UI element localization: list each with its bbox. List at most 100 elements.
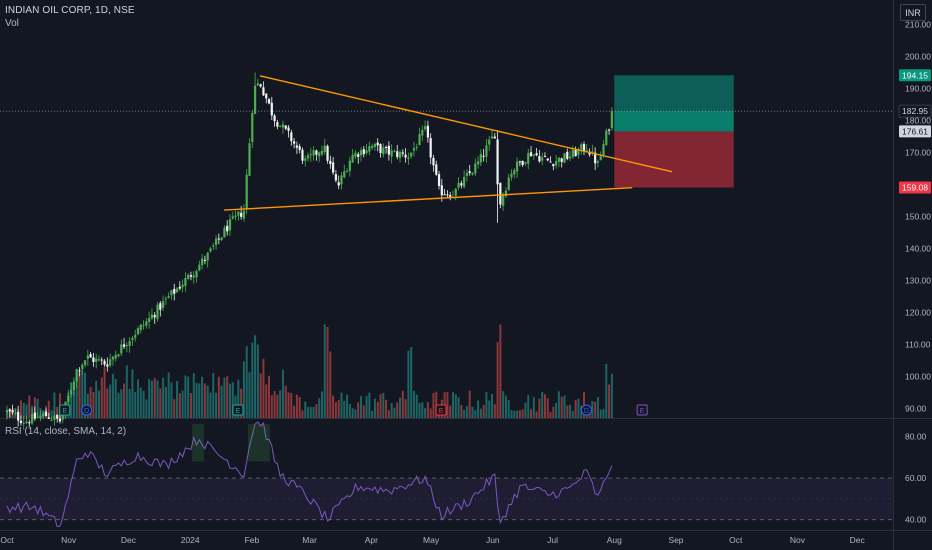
volume-bar xyxy=(273,391,276,418)
candle-body xyxy=(159,303,162,310)
volume-bar xyxy=(176,381,179,418)
candle-body xyxy=(460,183,463,186)
volume-bar xyxy=(535,411,538,418)
volume-bar xyxy=(337,400,340,418)
candle-body xyxy=(323,145,326,153)
candle-body xyxy=(237,211,240,216)
volume-bar xyxy=(245,346,248,418)
candle-body xyxy=(532,154,535,156)
candle-body xyxy=(173,288,176,294)
candle-body xyxy=(574,149,577,157)
candle-body xyxy=(290,132,293,142)
volume-bar xyxy=(454,394,457,418)
earnings-marker[interactable]: E xyxy=(59,404,71,416)
volume-bar xyxy=(137,379,140,418)
volume-bar xyxy=(254,335,257,418)
trendlines[interactable] xyxy=(223,75,673,211)
candle-body xyxy=(148,317,151,322)
candle-body xyxy=(488,139,491,145)
badge-bg xyxy=(899,181,931,194)
volume-bar xyxy=(103,367,106,418)
volume-bar xyxy=(407,350,410,418)
candle-body xyxy=(67,395,70,403)
candle-body xyxy=(256,83,259,86)
currency-badge[interactable]: INR xyxy=(900,4,926,21)
candle-body xyxy=(493,136,496,139)
candle-body xyxy=(245,174,248,209)
dividend-marker[interactable]: D xyxy=(81,404,93,416)
time-axis-label: Aug xyxy=(607,535,622,545)
volume-bar xyxy=(284,385,287,418)
volume-bar xyxy=(167,372,170,418)
candle-body xyxy=(100,359,103,361)
long-position-tool[interactable] xyxy=(0,75,893,188)
candle-body xyxy=(75,369,78,382)
earnings-marker[interactable]: E xyxy=(232,404,244,416)
volume-bar xyxy=(385,399,388,418)
candle-body xyxy=(265,93,268,99)
volume-bar xyxy=(215,392,218,418)
candle-body xyxy=(359,150,363,156)
candle-body xyxy=(295,145,298,148)
candle-body xyxy=(223,227,226,238)
volume-bar xyxy=(379,394,382,418)
candle-body xyxy=(267,98,271,104)
candle-body xyxy=(97,359,101,361)
candle-body xyxy=(393,150,396,152)
volume-bar xyxy=(123,383,126,418)
volume-bar xyxy=(170,382,173,418)
volume-bar xyxy=(555,402,558,418)
earnings-marker[interactable]: E xyxy=(636,404,648,416)
volume-bar xyxy=(596,396,599,418)
dividend-marker[interactable]: D xyxy=(580,404,592,416)
rsi-band-layer xyxy=(0,477,893,521)
stop-zone xyxy=(614,131,734,188)
volume-bar xyxy=(574,400,577,418)
volume-bar xyxy=(139,387,142,418)
candle-body xyxy=(153,314,156,318)
trendline[interactable] xyxy=(259,75,673,173)
volume-bar xyxy=(368,392,371,418)
candle-body xyxy=(270,102,273,116)
volume-bar xyxy=(117,392,120,418)
volume-bar xyxy=(287,392,290,418)
volume-bar xyxy=(262,358,265,418)
volume-bar xyxy=(399,397,402,418)
volume-bar xyxy=(569,404,572,418)
candle-body xyxy=(284,125,287,129)
volume-bar xyxy=(248,372,251,418)
badge-value: 159.08 xyxy=(902,182,928,192)
volume-bar xyxy=(362,405,365,418)
candle-body xyxy=(555,161,558,166)
candle-body xyxy=(315,150,318,155)
volume-bar xyxy=(78,372,81,418)
candle-body xyxy=(476,161,480,165)
volume-bar xyxy=(382,392,385,418)
volume-bar xyxy=(594,401,597,418)
candle-body xyxy=(70,390,73,395)
candle-body xyxy=(440,185,443,196)
volume-bar xyxy=(376,401,379,418)
candle-body xyxy=(373,143,377,147)
volume-bar xyxy=(465,405,468,418)
marker-label: E xyxy=(640,408,645,415)
volume-bar xyxy=(298,397,301,418)
volume-bar xyxy=(265,384,268,418)
time-axis-label: Jul xyxy=(547,535,558,545)
candle-body xyxy=(276,122,279,127)
candle-body xyxy=(134,334,137,338)
earnings-marker[interactable]: E xyxy=(435,404,447,416)
volume-bar xyxy=(150,380,153,418)
candle-body xyxy=(563,153,566,163)
candle-body xyxy=(33,412,36,419)
volume-bar xyxy=(162,377,165,418)
volume-bar xyxy=(429,408,432,418)
candle-body xyxy=(382,147,385,155)
volume-bar xyxy=(240,388,243,418)
candle-body xyxy=(482,155,485,157)
marker-shape xyxy=(580,404,592,416)
time-axis-label: Jun xyxy=(486,535,500,545)
trendline[interactable] xyxy=(223,187,633,211)
